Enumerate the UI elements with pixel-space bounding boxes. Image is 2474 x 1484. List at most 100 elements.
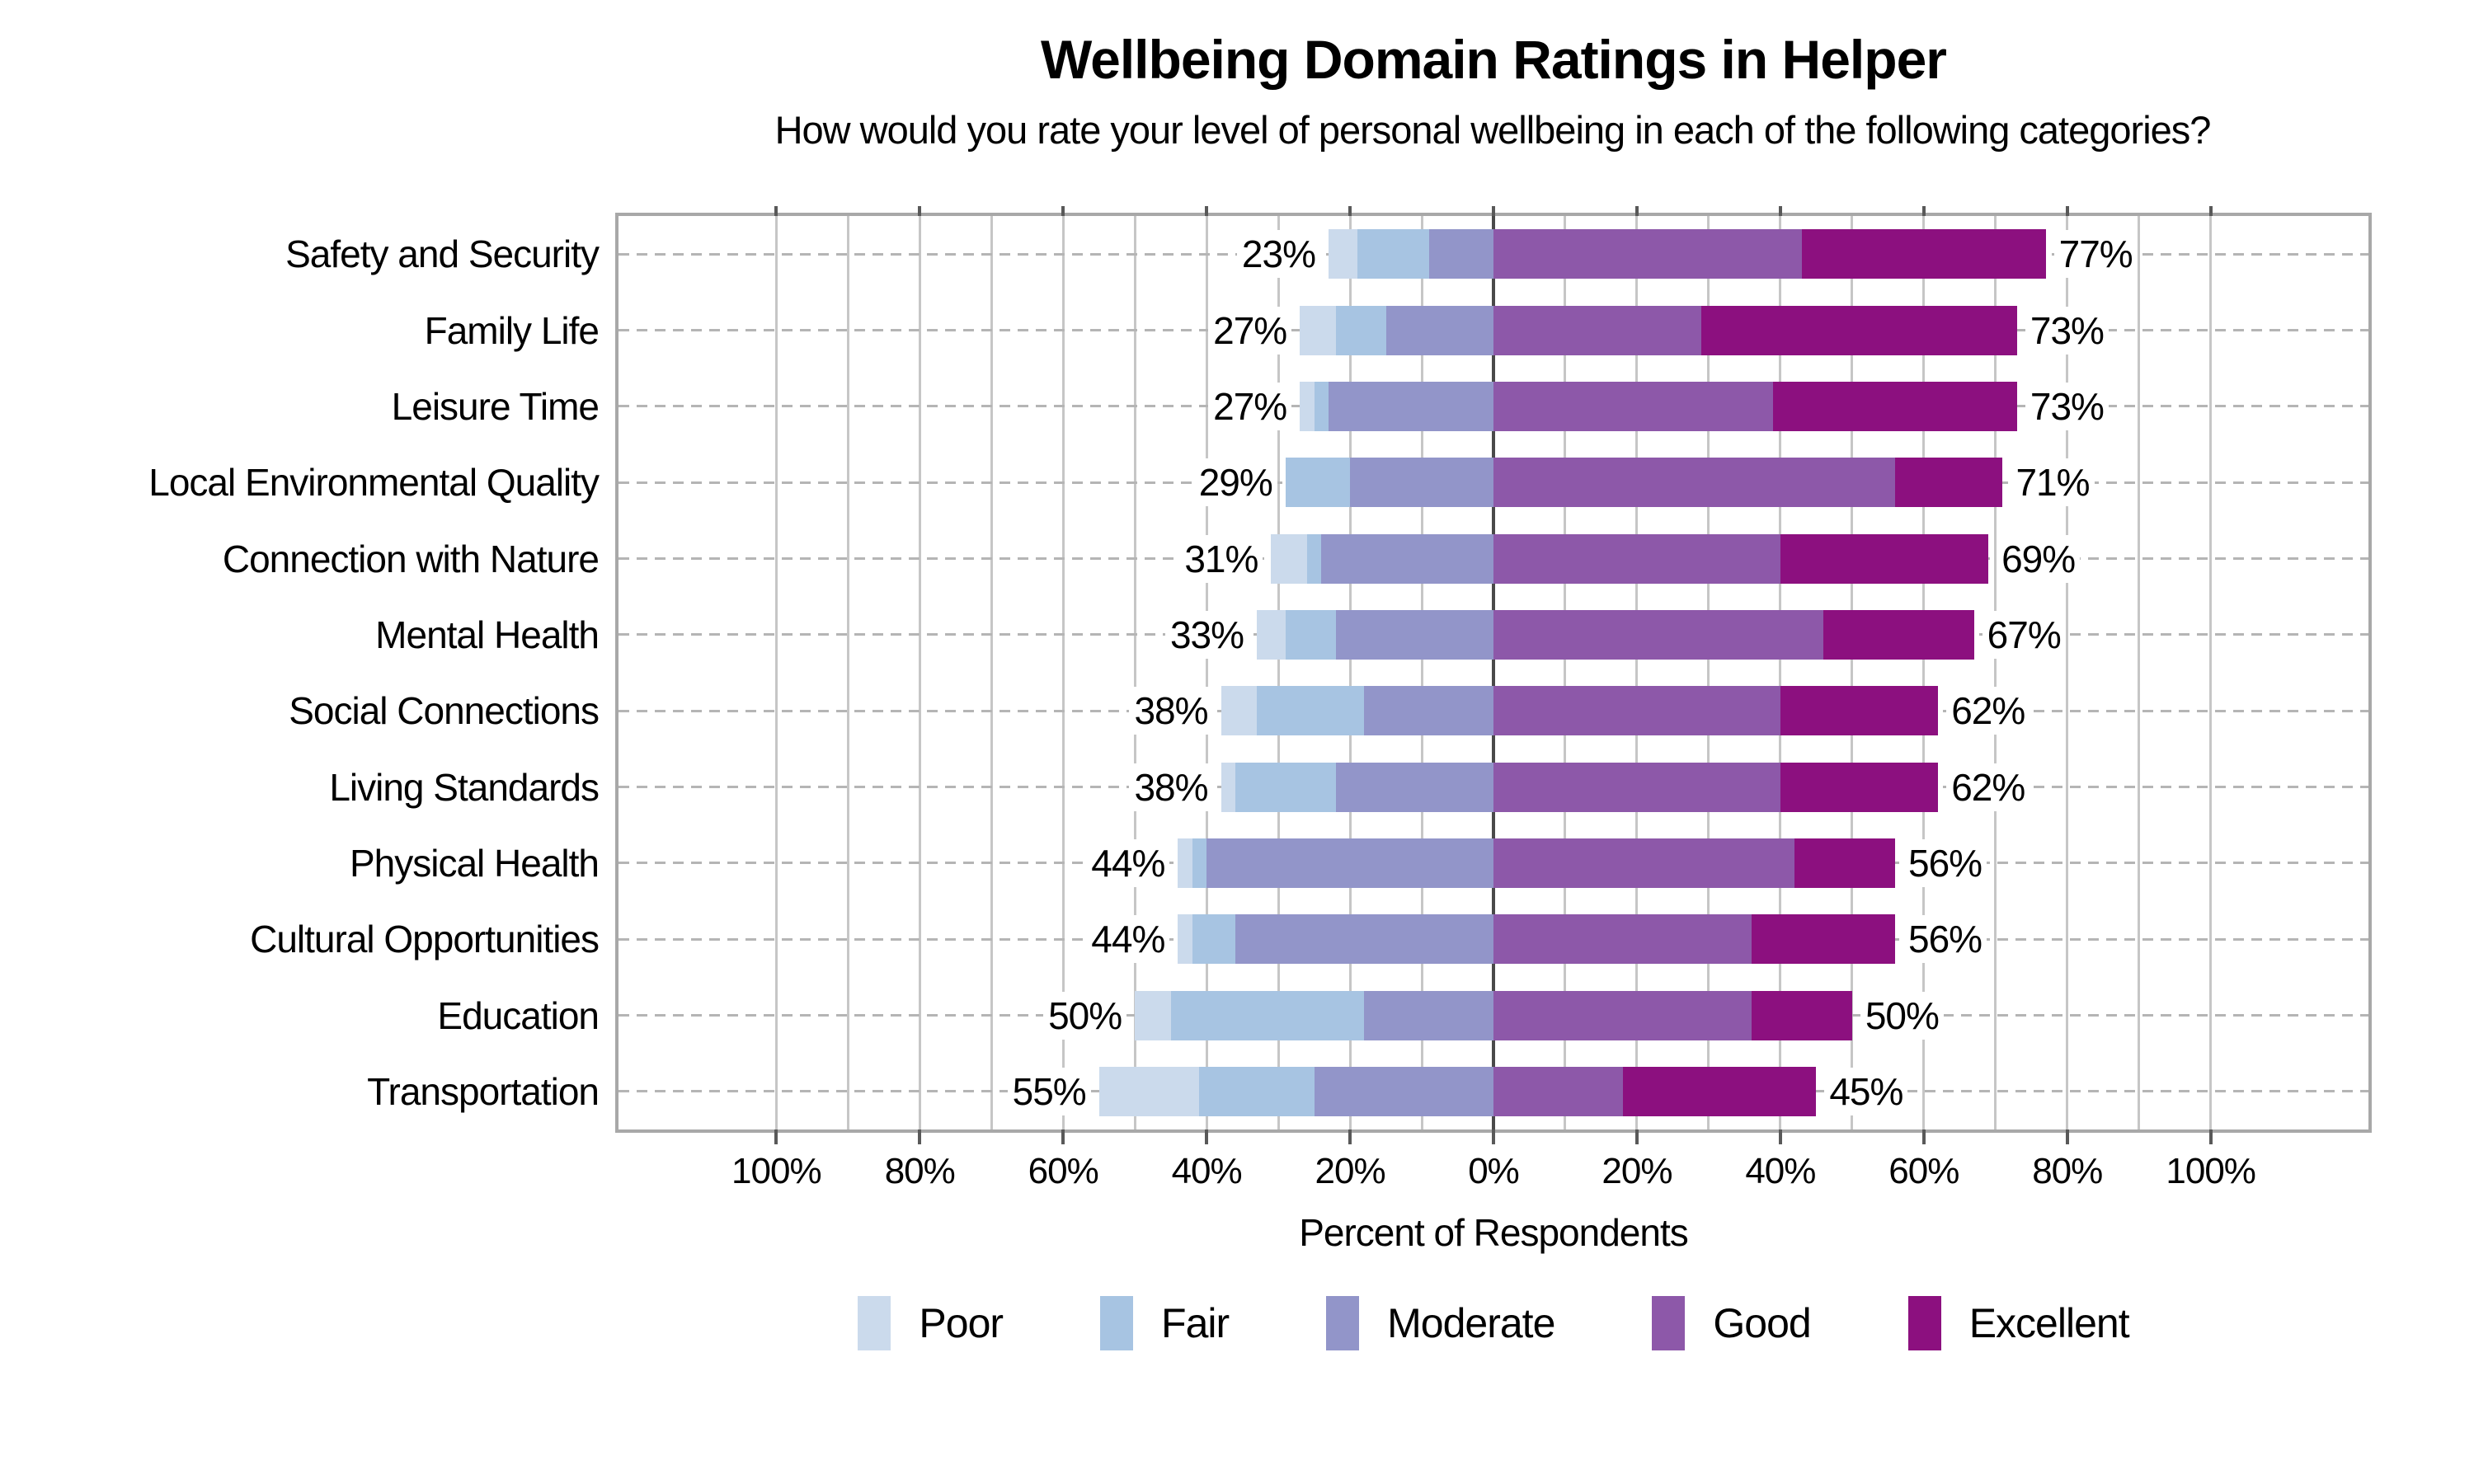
- x-tick: [2065, 1129, 2069, 1144]
- gridline: [1277, 216, 1280, 1129]
- x-axis-title: Percent of Respondents: [1299, 1211, 1689, 1254]
- bar-segment-good: [1493, 229, 1802, 279]
- positive-total-label: 50%: [1860, 991, 1944, 1040]
- negative-total-label: 55%: [1007, 1067, 1091, 1115]
- bar-segment-moderate: [1335, 762, 1493, 812]
- positive-total-label: 73%: [2025, 306, 2109, 355]
- x-tick-top: [774, 206, 778, 216]
- bar-segment-moderate: [1385, 305, 1493, 355]
- bar-segment-good: [1493, 381, 1774, 431]
- x-tick-top: [1205, 206, 1209, 216]
- category-label: Leisure Time: [391, 384, 600, 428]
- positive-total-label: 62%: [1946, 687, 2030, 735]
- gridline: [846, 216, 849, 1129]
- bar-segment-poor: [1271, 533, 1307, 584]
- bar-segment-poor: [1178, 914, 1192, 965]
- bar-segment-good: [1493, 762, 1780, 812]
- gridline: [1779, 216, 1782, 1129]
- gridline: [2066, 216, 2069, 1129]
- x-tick: [1205, 1129, 1209, 1144]
- bar-segment-excellent: [1780, 533, 1989, 584]
- bar-segment-poor: [1300, 381, 1315, 431]
- legend-label: Fair: [1161, 1300, 1230, 1346]
- x-tick-label: 60%: [1888, 1151, 1959, 1191]
- x-tick: [1778, 1129, 1782, 1144]
- gridline: [1061, 216, 1065, 1129]
- positive-total-label: 71%: [2011, 458, 2095, 507]
- x-tick-top: [1921, 206, 1926, 216]
- bar-segment-excellent: [1823, 609, 1974, 660]
- gridline: [1635, 216, 1639, 1129]
- gridline: [774, 216, 778, 1129]
- bar-segment-moderate: [1314, 1066, 1493, 1116]
- bar-segment-good: [1493, 305, 1702, 355]
- bar-segment-fair: [1192, 914, 1235, 965]
- chart-subtitle: How would you rate your level of persona…: [774, 108, 2212, 152]
- positive-total-label: 56%: [1903, 838, 1987, 887]
- gridline: [990, 216, 993, 1129]
- bar-segment-fair: [1199, 1066, 1315, 1116]
- bar-segment-good: [1493, 609, 1824, 660]
- bar-segment-poor: [1328, 229, 1357, 279]
- x-tick: [774, 1129, 778, 1144]
- legend-label: Good: [1713, 1300, 1811, 1346]
- category-label: Family Life: [424, 308, 600, 352]
- x-tick-top: [2208, 206, 2213, 216]
- bar-segment-poor: [1098, 1066, 1200, 1116]
- bar-segment-excellent: [1752, 990, 1852, 1040]
- negative-total-label: 27%: [1208, 306, 1292, 355]
- x-tick-label: 20%: [1315, 1151, 1386, 1191]
- negative-total-label: 44%: [1086, 838, 1170, 887]
- gridline: [1707, 216, 1710, 1129]
- bar-segment-fair: [1357, 229, 1429, 279]
- legend-swatch-moderate: [1326, 1296, 1360, 1350]
- legend-swatch-good: [1652, 1296, 1686, 1350]
- x-tick-label: 80%: [2032, 1151, 2103, 1191]
- legend-swatch-fair: [1100, 1296, 1134, 1350]
- gridline: [1922, 216, 1926, 1129]
- legend-swatch-poor: [858, 1296, 891, 1350]
- legend-item: Fair: [1100, 1296, 1230, 1350]
- positive-total-label: 45%: [1824, 1067, 1908, 1115]
- bar-segment-good: [1493, 990, 1752, 1040]
- bar-segment-excellent: [1895, 458, 2003, 508]
- category-label: Transportation: [367, 1069, 600, 1113]
- negative-total-label: 23%: [1236, 230, 1320, 279]
- category-label: Living Standards: [329, 765, 600, 809]
- bar-segment-fair: [1285, 458, 1351, 508]
- bar-segment-good: [1493, 533, 1780, 584]
- negative-total-label: 38%: [1129, 687, 1213, 735]
- x-tick-label: 40%: [1745, 1151, 1816, 1191]
- category-label: Cultural Opportunities: [250, 918, 600, 961]
- gridline: [1851, 216, 1854, 1129]
- bar-segment-fair: [1285, 609, 1336, 660]
- x-tick-label: 0%: [1468, 1151, 1520, 1191]
- negative-total-label: 31%: [1179, 534, 1263, 583]
- positive-total-label: 62%: [1946, 763, 2030, 811]
- legend-label: Poor: [919, 1300, 1004, 1346]
- positive-total-label: 56%: [1903, 915, 1987, 964]
- category-label: Social Connections: [289, 689, 600, 733]
- negative-total-label: 50%: [1043, 991, 1127, 1040]
- bar-segment-excellent: [1773, 381, 2017, 431]
- bar-segment-moderate: [1364, 990, 1493, 1040]
- legend-item: Excellent: [1907, 1296, 2130, 1350]
- legend-swatch-excellent: [1907, 1296, 1941, 1350]
- x-tick: [1061, 1129, 1065, 1144]
- negative-total-label: 38%: [1129, 763, 1213, 811]
- x-tick-label: 60%: [1028, 1151, 1099, 1191]
- bar-segment-good: [1493, 838, 1795, 888]
- positive-total-label: 67%: [1982, 610, 2066, 659]
- bar-segment-good: [1493, 1066, 1623, 1116]
- bar-segment-excellent: [1801, 229, 2046, 279]
- bar-segment-fair: [1314, 381, 1329, 431]
- bar-segment-excellent: [1794, 838, 1895, 888]
- gridline: [2209, 216, 2213, 1129]
- x-tick: [1492, 1129, 1495, 1144]
- x-tick-label: 40%: [1171, 1151, 1243, 1191]
- legend-label: Moderate: [1387, 1300, 1555, 1346]
- x-tick-label: 100%: [2166, 1151, 2256, 1191]
- bar-segment-fair: [1170, 990, 1365, 1040]
- chart-title: Wellbeing Domain Ratings in Helper: [1041, 29, 1947, 90]
- bar-segment-moderate: [1335, 609, 1493, 660]
